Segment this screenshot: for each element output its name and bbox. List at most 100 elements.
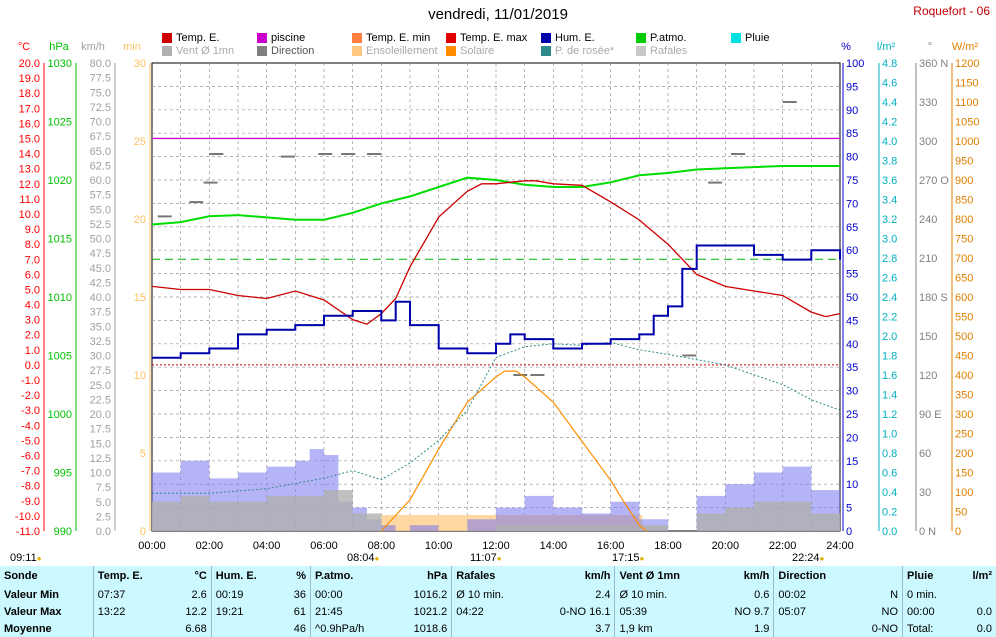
cell [92, 620, 169, 637]
rain-tick-label: 0.0 [882, 526, 897, 538]
cell: 2.6 [191, 588, 207, 601]
kmh-tick-label: 70.0 [90, 117, 111, 129]
rain-tick-label: 3.0 [882, 234, 897, 246]
cell: 36 [293, 588, 307, 601]
cell: 00:19 [210, 586, 282, 603]
legend-label: piscine [271, 32, 306, 44]
cell: 0-NO 16.1 [559, 605, 611, 618]
rafales-bar [467, 519, 496, 531]
deg-tick-label: 330 [919, 97, 937, 109]
legend-label: Temp. E. max [460, 32, 528, 44]
pct-tick-label: 5 [846, 503, 852, 515]
sun-icon: ● [819, 554, 825, 563]
rain-tick-label: 0.2 [882, 507, 897, 519]
temp-tick-label: 9.0 [25, 224, 40, 236]
sun-icon: ● [639, 554, 645, 563]
cell: 1016.2 [413, 588, 448, 601]
cell [957, 586, 996, 603]
legend-label: P.atmo. [650, 32, 687, 44]
pct-tick-label: 85 [846, 128, 858, 140]
cell: Ø 10 min. [614, 586, 713, 603]
x-tick-label: 20:00 [712, 540, 740, 552]
temp-tick-label: 7.0 [25, 254, 40, 266]
pressure-line [151, 165, 840, 226]
x-tick-label: 10:00 [425, 540, 453, 552]
legend-label: Solaire [460, 45, 495, 57]
legend-item: Hum. E. [541, 32, 595, 44]
station-name[interactable]: Roquefort - 06 [913, 4, 990, 18]
wm2-tick-label: 850 [955, 195, 973, 207]
cell: 07:37 [92, 586, 169, 603]
legend-label: Temp. E. min [366, 32, 431, 44]
pct-tick-label: 95 [846, 81, 858, 93]
legend-item: Temp. E. max [446, 32, 527, 44]
kmh-tick-label: 72.5 [90, 102, 111, 114]
x-tick-label: 22:00 [769, 540, 797, 552]
hdr-temp-unit: °C [194, 570, 207, 582]
kmh-tick-label: 80.0 [90, 58, 111, 70]
rain-tick-label: 2.2 [882, 312, 897, 324]
vent-bar [610, 525, 668, 531]
temp-tick-label: -3.0 [21, 405, 40, 417]
deg-tick-label: 120 [919, 370, 937, 382]
pct-tick-label: 0 [846, 526, 852, 538]
cell: 00:00 [902, 603, 957, 620]
x-tick-label: 18:00 [654, 540, 682, 552]
pct-tick-label: 80 [846, 152, 858, 164]
wm2-tick-label: 100 [955, 487, 973, 499]
rain-tick-label: 1.0 [882, 429, 897, 441]
cell: 0-NO [871, 622, 899, 635]
x-tick-label: 24:00 [826, 540, 854, 552]
temp-tick-label: 12.0 [19, 179, 40, 191]
legend-swatch [636, 33, 646, 43]
cell: 3.7 [595, 622, 611, 635]
legend-swatch [731, 33, 741, 43]
cell: 1,9 km [614, 620, 713, 637]
pct-tick-label: 60 [846, 245, 858, 257]
cell: 61 [293, 605, 307, 618]
legend-label: Temp. E. [176, 32, 220, 44]
temp-tick-label: 2.0 [25, 330, 40, 342]
hdr-patmo-unit: hPa [427, 570, 448, 582]
stats-header-row: Sonde Temp. E. °C Hum. E. % P.atmo. hPa … [0, 566, 996, 586]
kmh-tick-label: 75.0 [90, 87, 111, 99]
legend-swatch [541, 33, 551, 43]
pct-tick-label: 20 [846, 432, 858, 444]
temp-tick-label: -11.0 [16, 526, 40, 538]
wm2-tick-label: 550 [955, 312, 973, 324]
legend-item: Ensoleillement [352, 45, 438, 57]
legend-item: piscine [257, 32, 305, 44]
hpa-tick-label: 1000 [48, 409, 72, 421]
weather-chart: 00:00 02:00 04:00 06:00 08:00 10:00 12:00 14:00… [15, 41, 980, 552]
hdr-temp: Temp. E. [92, 566, 169, 586]
hdr-patmo: P.atmo. [310, 566, 393, 586]
cell: 46 [293, 622, 307, 635]
temp-tick-label: 3.0 [25, 315, 40, 327]
deg-tick-label: 30 [919, 487, 931, 499]
cell: 1.9 [754, 622, 770, 635]
legend-item: Pluie [731, 32, 769, 44]
pct-tick-label: 90 [846, 105, 858, 117]
temp-tick-label: 10.0 [19, 209, 40, 221]
temp-axis-unit: °C [18, 41, 30, 53]
kmh-tick-label: 45.0 [90, 263, 111, 275]
temp-tick-label: 20.0 [19, 58, 40, 70]
pct-tick-label: 15 [846, 456, 858, 468]
temp-tick-label: 4.0 [25, 300, 40, 312]
wm2-tick-label: 1000 [955, 136, 979, 148]
kmh-tick-label: 47.5 [90, 248, 111, 260]
cell: 6.68 [185, 622, 207, 635]
temp-tick-label: 15.0 [19, 133, 40, 145]
wm2-tick-label: 350 [955, 390, 973, 402]
rain-tick-label: 1.6 [882, 370, 897, 382]
cell: 0.0 [976, 605, 992, 618]
kmh-tick-label: 40.0 [90, 292, 111, 304]
wm2-tick-label: 750 [955, 234, 973, 246]
legend-item: Solaire [446, 45, 494, 57]
hpa-tick-label: 1015 [48, 234, 72, 246]
kmh-tick-label: 67.5 [90, 131, 111, 143]
wm2-tick-label: 0 [955, 526, 961, 538]
rain-tick-label: 4.2 [882, 117, 897, 129]
stats-row-avg: Moyenne 6.68 46 ^0.9hPa/h 1018.6 3.7 1,9… [0, 620, 996, 637]
legend-swatch [352, 33, 362, 43]
